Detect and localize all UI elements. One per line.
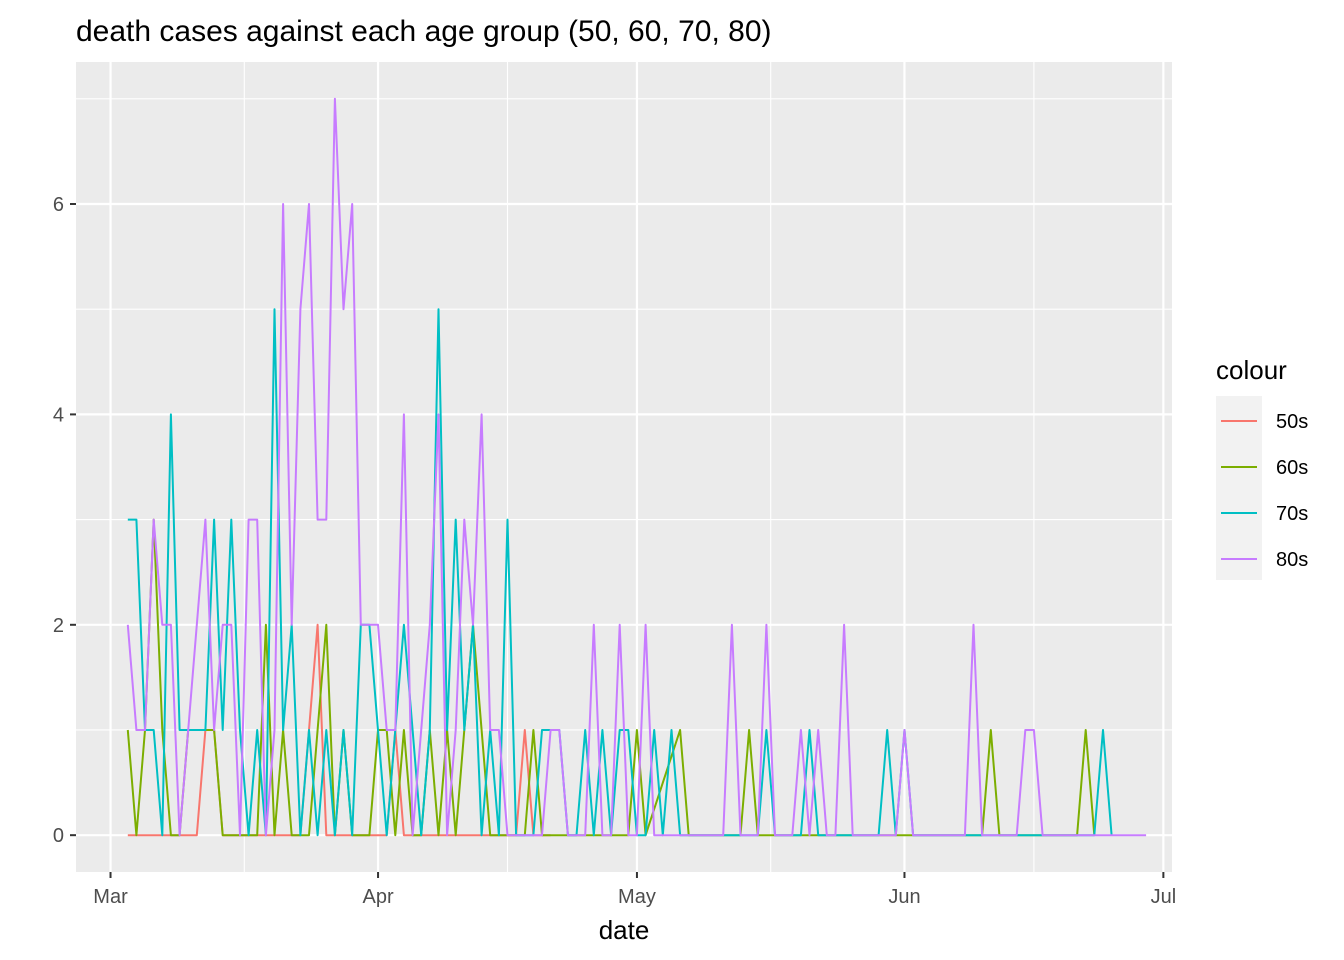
legend-label-80s: 80s [1276, 549, 1308, 571]
y-tick-label: 4 [53, 404, 64, 426]
y-tick-label: 6 [53, 194, 64, 216]
legend-label-70s: 70s [1276, 503, 1308, 525]
x-tick-label: Jun [888, 886, 920, 908]
x-tick-label: Apr [362, 886, 393, 908]
y-tick-label: 2 [53, 615, 64, 637]
y-axis: 0 2 4 6 [53, 194, 76, 847]
legend-title: colour [1216, 355, 1287, 385]
legend-label-60s: 60s [1276, 457, 1308, 479]
y-tick-label: 0 [53, 825, 64, 847]
x-tick-label: Jul [1151, 886, 1177, 908]
x-axis: Mar Apr May Jun Jul [93, 872, 1176, 908]
legend-entries: 50s 60s 70s 80s [1221, 411, 1308, 571]
series-layer [126, 97, 1147, 837]
x-tick-label: Mar [93, 886, 128, 908]
series-line-80s [126, 97, 1147, 837]
legend: colour 50s 60s 70s 80s [1216, 355, 1308, 580]
x-tick-label: May [618, 886, 656, 908]
series-line-60s [126, 518, 1096, 837]
legend-label-50s: 50s [1276, 411, 1308, 433]
legend-key-background [1216, 396, 1262, 580]
chart-title: death cases against each age group (50, … [76, 15, 772, 48]
x-axis-title: date [599, 915, 650, 945]
